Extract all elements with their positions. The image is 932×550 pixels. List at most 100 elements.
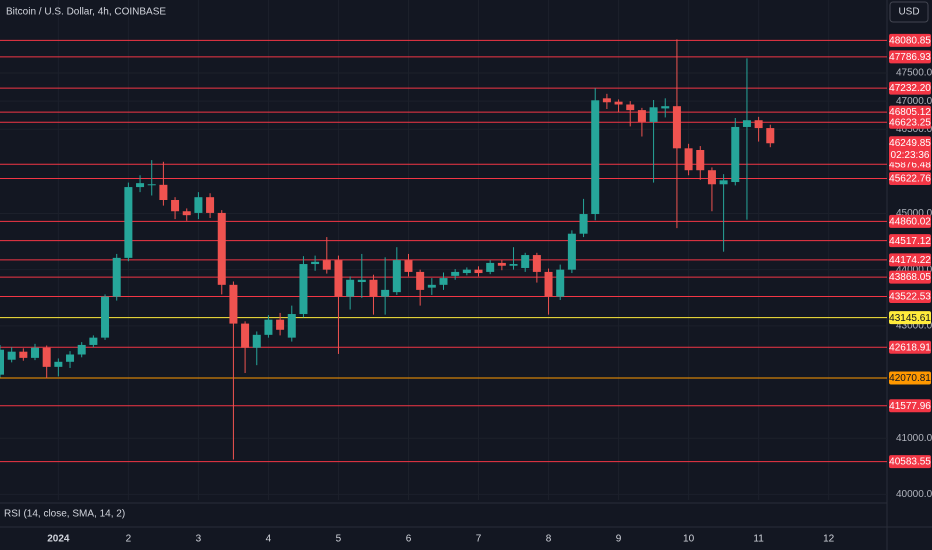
level-label-box (889, 214, 931, 228)
countdown-label: 02:23:36 (891, 150, 930, 161)
level-label-box (889, 33, 931, 47)
candle-body (136, 183, 145, 188)
candle-body (112, 257, 121, 297)
level-label: 45876.48 (889, 159, 931, 170)
candle-body (416, 271, 425, 290)
candle-body (54, 361, 63, 367)
candle-body (707, 170, 716, 185)
level-label: 44174.22 (889, 255, 931, 266)
level-label: 44860.02 (889, 216, 931, 227)
level-label-box (889, 253, 931, 267)
level-label: 47232.20 (889, 83, 931, 94)
level-label: 41577.96 (889, 401, 931, 412)
x-tick-label: 7 (476, 534, 482, 545)
candle-body (602, 98, 611, 103)
candle-body (696, 150, 705, 171)
candle-body (637, 110, 646, 122)
candle-body (731, 126, 740, 183)
candles (0, 39, 775, 460)
x-tick-label: 2 (126, 534, 132, 545)
candle-body (159, 184, 168, 200)
y-tick-label: 45000.00 (896, 208, 932, 219)
candle-body (579, 214, 588, 234)
candle-body (0, 349, 4, 375)
x-tick-label: 6 (406, 534, 412, 545)
level-label-box (889, 50, 931, 64)
x-tick-label: 4 (266, 534, 272, 545)
candle-body (684, 148, 693, 171)
candle-body (264, 319, 273, 335)
y-tick-label: 47000.00 (896, 96, 932, 107)
current-price-box (889, 136, 931, 163)
candle-body (19, 351, 28, 358)
candle-body (77, 344, 86, 355)
candle-body (649, 107, 658, 122)
candle-body (357, 279, 366, 283)
indicator-label: RSI (14, close, SMA, 14, 2) (4, 509, 125, 520)
candle-body (591, 100, 600, 215)
level-label-box (889, 270, 931, 284)
level-label-box (889, 81, 931, 95)
level-label-box (889, 105, 931, 119)
candle-body (474, 269, 483, 274)
candle-body (544, 271, 553, 297)
candle-body (486, 262, 495, 272)
candle-body (392, 260, 401, 293)
candle-body (567, 233, 576, 270)
candle-body (451, 271, 460, 276)
level-label: 43145.61 (889, 313, 931, 324)
x-tick-label: 11 (753, 534, 764, 545)
level-label-box (889, 289, 931, 303)
candle-body (42, 347, 51, 367)
y-tick-label: 46500.00 (896, 124, 932, 135)
candle-body (217, 212, 226, 285)
level-label: 40583.55 (889, 457, 931, 468)
level-label: 42070.81 (889, 373, 931, 384)
candle-body (532, 255, 541, 272)
candle-body (287, 314, 296, 338)
y-tick-label: 43000.00 (896, 320, 932, 331)
currency-button[interactable] (889, 1, 929, 23)
x-tick-label: 3 (196, 534, 202, 545)
candle-body (509, 264, 518, 266)
candle-body (206, 197, 215, 213)
candle-body (276, 319, 285, 330)
candle-body (766, 128, 775, 144)
candle-body (182, 211, 191, 216)
currency-label[interactable]: USD (898, 7, 919, 18)
level-label-box (889, 115, 931, 129)
candle-body (66, 354, 75, 362)
candle-body (369, 279, 378, 297)
candle-body (439, 278, 448, 285)
candle-body (322, 260, 331, 270)
candle-body (672, 106, 681, 149)
candle-body (241, 323, 250, 348)
candle-body (252, 334, 261, 348)
level-label: 43868.05 (889, 272, 931, 283)
level-label: 45622.76 (889, 174, 931, 185)
candle-body (299, 264, 308, 315)
candle-body (742, 120, 751, 127)
axes: 40000.00 41000.00 43000.00 44000.00 45000.00… (47, 33, 932, 545)
candle-body (381, 289, 390, 297)
candle-body (614, 101, 623, 105)
x-tick-label: 8 (546, 534, 552, 545)
level-label: 42618.91 (889, 342, 931, 353)
candle-body (311, 261, 320, 265)
candle-body (462, 269, 471, 274)
candle-body (427, 284, 436, 288)
candle-body (229, 284, 238, 324)
candle-body (124, 187, 133, 258)
candle-body (521, 255, 530, 268)
x-tick-label: 12 (823, 534, 835, 545)
candle-body (404, 260, 413, 272)
x-tick-label: 9 (616, 534, 622, 545)
level-label: 43522.53 (889, 292, 931, 303)
level-label: 46805.12 (889, 107, 931, 118)
candle-body (194, 197, 203, 213)
x-tick-label: 10 (683, 534, 695, 545)
candle-body (147, 184, 156, 186)
